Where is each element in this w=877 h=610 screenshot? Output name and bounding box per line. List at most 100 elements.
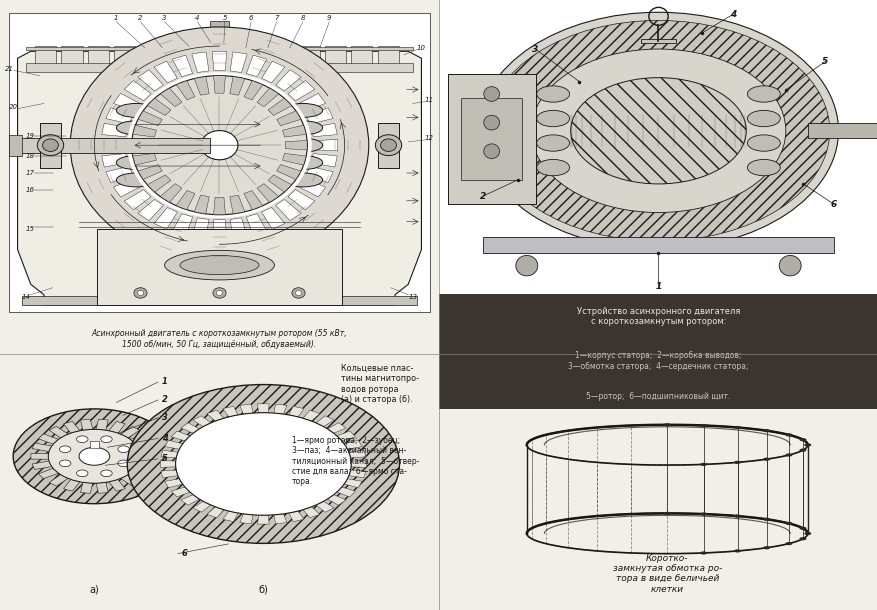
Text: 17: 17 (25, 170, 34, 176)
Polygon shape (257, 88, 278, 107)
Text: 14: 14 (22, 295, 31, 301)
Text: Кольцевые плас-
тины магнитопро-
водов ротора
(а) и статора (б).: Кольцевые плас- тины магнитопро- водов р… (341, 364, 419, 404)
Circle shape (803, 532, 810, 535)
Circle shape (127, 384, 399, 544)
Polygon shape (261, 207, 285, 229)
Bar (35, 46, 56, 65)
Polygon shape (109, 479, 125, 491)
Polygon shape (160, 450, 178, 458)
Polygon shape (311, 123, 337, 137)
Text: Устройство асинхронного двигателя
с короткозамкнутым ротором:: Устройство асинхронного двигателя с коро… (576, 306, 739, 326)
Polygon shape (32, 443, 52, 451)
Polygon shape (257, 184, 278, 203)
Polygon shape (311, 154, 337, 167)
Circle shape (733, 514, 740, 518)
Polygon shape (147, 175, 171, 192)
Text: 6: 6 (182, 549, 187, 558)
Ellipse shape (116, 121, 156, 135)
Bar (39, 123, 61, 168)
Bar (272, 46, 293, 65)
Polygon shape (132, 140, 153, 150)
Polygon shape (285, 140, 307, 150)
Circle shape (101, 436, 112, 443)
Polygon shape (274, 404, 287, 414)
Circle shape (733, 426, 740, 429)
Polygon shape (212, 51, 226, 71)
Polygon shape (303, 411, 319, 421)
Polygon shape (246, 55, 267, 77)
Bar (26, 47, 412, 49)
Text: 3: 3 (161, 414, 168, 422)
Bar (324, 46, 346, 65)
Bar (140, 46, 161, 65)
Polygon shape (63, 479, 80, 491)
Circle shape (663, 512, 670, 515)
Polygon shape (351, 461, 366, 467)
Ellipse shape (116, 173, 156, 187)
Polygon shape (113, 93, 140, 112)
Polygon shape (124, 190, 151, 210)
Text: 8: 8 (300, 15, 305, 21)
Polygon shape (230, 218, 247, 239)
Polygon shape (289, 406, 303, 417)
Polygon shape (193, 416, 210, 426)
Ellipse shape (536, 86, 569, 102)
Polygon shape (337, 487, 355, 497)
Text: 4: 4 (729, 10, 736, 19)
Text: 16: 16 (25, 187, 34, 193)
Text: 1—ярмо ротора;  2—зубец;
3—паз;  4—аксиальный вен-
тиляционный канал;  5—отвер-
: 1—ярмо ротора; 2—зубец; 3—паз; 4—аксиаль… (291, 436, 419, 486)
Text: 2: 2 (479, 192, 486, 201)
Text: а): а) (89, 584, 99, 595)
Polygon shape (303, 507, 319, 518)
Polygon shape (137, 461, 156, 470)
Polygon shape (63, 422, 80, 433)
Polygon shape (31, 453, 48, 459)
Circle shape (132, 76, 307, 215)
Polygon shape (172, 55, 192, 77)
Bar (96, 229, 342, 305)
Text: 13: 13 (408, 295, 417, 301)
Ellipse shape (536, 135, 569, 151)
Ellipse shape (478, 12, 838, 249)
Text: 7: 7 (274, 15, 279, 21)
Bar (482, 237, 833, 253)
Bar (193, 46, 214, 65)
Circle shape (296, 290, 302, 295)
Polygon shape (348, 470, 366, 478)
Circle shape (762, 458, 769, 461)
Text: 5: 5 (821, 57, 828, 66)
Polygon shape (275, 199, 301, 221)
Polygon shape (344, 440, 361, 449)
Polygon shape (288, 190, 315, 210)
Polygon shape (138, 70, 163, 91)
Text: 21: 21 (5, 66, 14, 72)
Text: б): б) (258, 584, 268, 595)
Text: 2: 2 (161, 395, 168, 404)
Text: 10: 10 (417, 45, 425, 51)
Polygon shape (316, 501, 333, 512)
Polygon shape (49, 475, 68, 486)
Circle shape (292, 288, 305, 298)
Polygon shape (106, 167, 132, 182)
Polygon shape (109, 422, 125, 433)
Polygon shape (138, 199, 163, 221)
Ellipse shape (282, 104, 322, 117)
Polygon shape (113, 179, 140, 197)
Circle shape (137, 290, 144, 295)
Bar (88, 46, 109, 65)
Polygon shape (160, 470, 178, 478)
Polygon shape (213, 76, 225, 93)
Ellipse shape (746, 86, 780, 102)
Circle shape (762, 518, 769, 521)
Polygon shape (239, 404, 253, 414)
Ellipse shape (282, 138, 322, 152)
Text: 11: 11 (424, 97, 433, 103)
Polygon shape (276, 111, 301, 126)
Text: Асинхронный двигатель с короткозамкнутым ротором (55 кВт,
1500 об/мин, 50 Гц, за: Асинхронный двигатель с короткозамкнутым… (91, 329, 347, 349)
Circle shape (381, 139, 396, 151)
Polygon shape (181, 495, 199, 505)
Text: 4: 4 (161, 434, 168, 443)
Polygon shape (130, 468, 150, 479)
Circle shape (118, 446, 129, 453)
Polygon shape (212, 220, 226, 239)
